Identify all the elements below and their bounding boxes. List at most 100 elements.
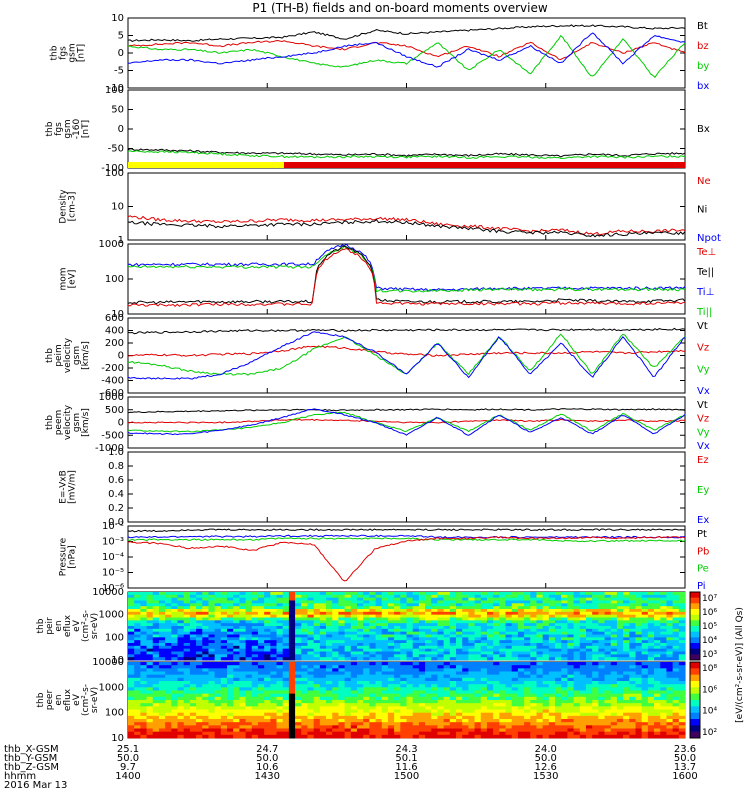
- heatmap-cell: [319, 681, 327, 685]
- heatmap-cell: [462, 626, 469, 630]
- heatmap-cell: [350, 684, 358, 688]
- heatmap-cell: [542, 594, 550, 599]
- heatmap-cell: [239, 706, 246, 710]
- heatmap-cell: [604, 706, 612, 710]
- heatmap-cell: [171, 703, 178, 707]
- heatmap-cell: [375, 696, 383, 701]
- heatmap-cell: [598, 620, 605, 624]
- heatmap-cell: [158, 648, 166, 652]
- heatmap-cell: [338, 657, 346, 661]
- heatmap-cell: [264, 693, 271, 698]
- heatmap-cell: [319, 719, 327, 723]
- heatmap-cell: [177, 609, 185, 613]
- heatmap-cell: [406, 728, 414, 733]
- heatmap-cell: [499, 687, 506, 691]
- heatmap-cell: [146, 706, 154, 710]
- heatmap-cell: [177, 651, 185, 655]
- heatmap-cell: [493, 719, 500, 723]
- heatmap-cell: [220, 657, 228, 661]
- heatmap-cell: [171, 728, 178, 733]
- heatmap-cell: [468, 712, 475, 717]
- heatmap-cell: [301, 725, 308, 729]
- heatmap-cell: [183, 662, 191, 666]
- heatmap-cell: [251, 690, 259, 695]
- heatmap-cell: [189, 594, 197, 599]
- heatmap-cell: [202, 657, 209, 661]
- heatmap-cell: [499, 631, 506, 635]
- heatmap-cell: [579, 640, 587, 644]
- heatmap-cell: [134, 734, 141, 739]
- heatmap-cell: [344, 668, 352, 672]
- heatmap-cell: [474, 654, 482, 658]
- heatmap-cell: [202, 617, 209, 621]
- colorbar-swatch: [690, 597, 700, 604]
- heatmap-cell: [128, 734, 135, 739]
- heatmap-cell: [381, 700, 389, 704]
- heatmap-cell: [301, 709, 308, 714]
- heatmap-cell: [573, 657, 581, 661]
- heatmap-cell: [214, 640, 222, 644]
- heatmap-cell: [672, 681, 680, 685]
- heatmap-cell: [196, 623, 203, 627]
- heatmap-cell: [635, 677, 643, 682]
- heatmap-cell: [530, 623, 537, 627]
- heatmap-cell: [338, 603, 346, 607]
- heatmap-cell: [511, 640, 519, 644]
- heatmap-cell: [307, 677, 315, 682]
- heatmap-cell: [158, 690, 166, 695]
- heatmap-cell: [437, 657, 445, 661]
- heatmap-cell: [227, 640, 234, 644]
- heatmap-cell: [208, 645, 216, 650]
- heatmap-cell: [505, 725, 513, 729]
- heatmap-cell: [524, 645, 531, 650]
- heatmap-cell: [443, 614, 451, 618]
- heatmap-cell: [623, 703, 630, 707]
- heatmap-cell: [196, 674, 203, 679]
- heatmap-cell: [536, 594, 544, 599]
- heatmap-cell: [295, 674, 302, 679]
- heatmap-cell: [233, 648, 240, 652]
- heatmap-cell: [350, 626, 358, 630]
- heatmap-cell: [332, 617, 339, 621]
- heatmap-cell: [319, 640, 327, 644]
- heatmap-cell: [369, 611, 376, 616]
- heatmap-cell: [499, 712, 506, 717]
- heatmap-cell: [629, 709, 636, 714]
- heatmap-cell: [264, 651, 271, 655]
- heatmap-cell: [629, 645, 636, 650]
- heatmap-cell: [555, 668, 562, 672]
- heatmap-cell: [530, 709, 537, 714]
- colorbar-swatch: [690, 712, 700, 720]
- heatmap-cell: [227, 722, 234, 726]
- heatmap-cell: [350, 690, 358, 695]
- heatmap-cell: [171, 640, 178, 644]
- heatmap-cell: [635, 731, 643, 736]
- heatmap-cell: [387, 681, 395, 685]
- heatmap-cell: [511, 594, 519, 599]
- heatmap-cell: [363, 725, 370, 729]
- heatmap-cell: [610, 611, 618, 616]
- heatmap-cell: [592, 651, 599, 655]
- heatmap-cell: [239, 651, 246, 655]
- heatmap-cell: [443, 597, 451, 601]
- heatmap-cell: [363, 706, 370, 710]
- heatmap-cell: [158, 684, 166, 688]
- heatmap-cell: [158, 643, 166, 647]
- heatmap-cell: [128, 651, 135, 655]
- heatmap-cell: [381, 651, 389, 655]
- heatmap-cell: [313, 654, 321, 658]
- heatmap-cell: [647, 609, 655, 613]
- heatmap-cell: [282, 671, 290, 676]
- heatmap-cell: [486, 640, 494, 644]
- heatmap-cell: [542, 693, 550, 698]
- heatmap-cell: [678, 709, 686, 714]
- heatmap-cell: [524, 722, 531, 726]
- heatmap-cell: [480, 614, 488, 618]
- heatmap-cell: [251, 677, 259, 682]
- heatmap-cell: [517, 626, 525, 630]
- heatmap-cell: [623, 594, 630, 599]
- heatmap-cell: [332, 706, 339, 710]
- heatmap-cell: [555, 728, 562, 733]
- heatmap-cell: [412, 603, 420, 607]
- heatmap-cell: [220, 592, 228, 596]
